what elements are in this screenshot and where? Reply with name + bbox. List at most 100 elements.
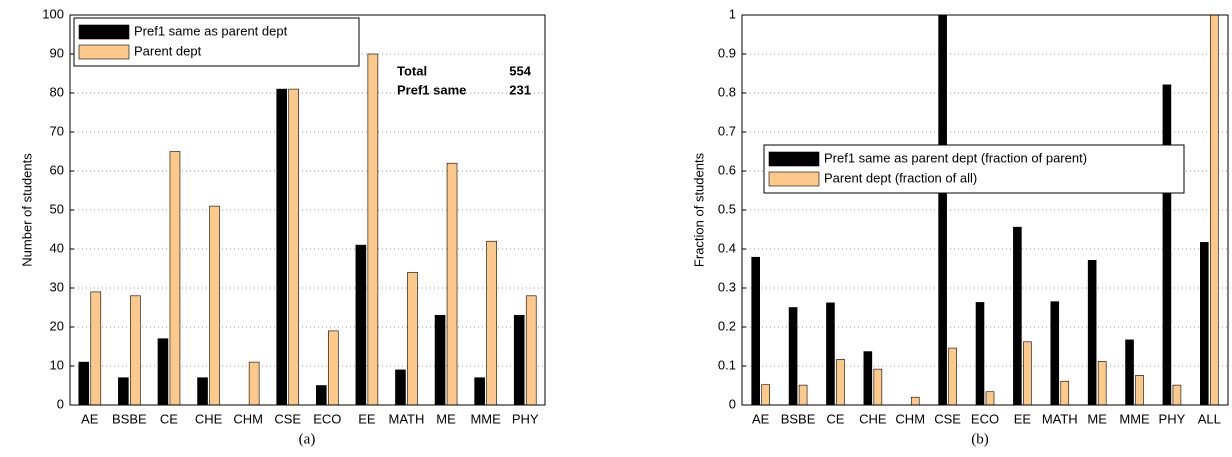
bar — [169, 151, 181, 406]
bar — [761, 384, 770, 406]
bar — [948, 347, 957, 406]
legend-label: Pref1 same as parent dept (fraction of p… — [824, 150, 1087, 165]
bar — [1135, 375, 1144, 406]
caption: (b) — [971, 431, 989, 447]
bar — [486, 240, 497, 406]
y-tick-label: 70 — [50, 123, 64, 138]
bar — [434, 314, 446, 406]
bar — [130, 295, 141, 406]
bar — [446, 162, 458, 406]
bar — [78, 361, 90, 406]
y-tick-label: 0.4 — [718, 240, 736, 255]
bar — [474, 377, 485, 406]
legend-swatch — [78, 24, 130, 40]
y-tick-label: 60 — [50, 162, 64, 177]
annotation-label: Pref1 same — [397, 82, 466, 97]
y-tick-label: 0.3 — [718, 279, 736, 294]
x-tick-label: CE — [826, 411, 844, 426]
annotation-value: 231 — [509, 82, 531, 97]
x-tick-label: AE — [81, 411, 99, 426]
x-tick-label: CE — [160, 411, 178, 426]
x-tick-label: MME — [1119, 411, 1150, 426]
y-tick-label: 0.8 — [718, 84, 736, 99]
y-tick-label: 100 — [42, 6, 64, 21]
legend-label: Parent dept — [134, 43, 202, 58]
y-tick-label: 90 — [50, 45, 64, 60]
bar — [315, 385, 327, 406]
bar — [209, 205, 220, 406]
y-tick-label: 20 — [50, 318, 64, 333]
bar — [288, 88, 300, 406]
legend-swatch — [78, 44, 130, 60]
caption: (a) — [299, 431, 316, 447]
bar — [1172, 384, 1182, 406]
bar — [975, 302, 985, 406]
bar — [1210, 14, 1219, 406]
bar — [367, 53, 379, 406]
bar — [751, 256, 760, 406]
bar — [248, 361, 260, 406]
legend-box — [763, 144, 1185, 194]
annotation-label: Total — [397, 63, 427, 78]
bar — [910, 396, 920, 406]
bar — [873, 368, 883, 406]
bar — [836, 359, 845, 406]
x-tick-label: CSE — [274, 411, 301, 426]
x-tick-label: EE — [358, 411, 376, 426]
x-tick-label: MATH — [1042, 411, 1078, 426]
x-tick-label: EE — [1014, 411, 1032, 426]
bar — [985, 391, 995, 406]
y-tick-label: 0 — [57, 396, 64, 411]
plot-frame — [741, 14, 1229, 406]
bar — [1087, 260, 1097, 406]
x-tick-label: BSBE — [781, 411, 816, 426]
y-tick-label: 0.1 — [718, 357, 736, 372]
bar — [788, 307, 798, 406]
y-axis-label: Fraction of students — [691, 152, 706, 267]
bar — [1097, 361, 1107, 406]
bar — [513, 314, 525, 406]
bar — [1060, 380, 1070, 406]
y-tick-label: 40 — [50, 240, 64, 255]
x-tick-label: ECO — [971, 411, 999, 426]
x-tick-label: AE — [752, 411, 770, 426]
legend-label: Parent dept (fraction of all) — [824, 170, 977, 185]
bar — [355, 244, 367, 406]
y-tick-label: 10 — [50, 357, 64, 372]
x-tick-label: CHE — [195, 411, 223, 426]
bar — [525, 295, 537, 406]
bar — [327, 330, 339, 406]
x-tick-label: PHY — [512, 411, 539, 426]
legend-swatch — [768, 151, 820, 167]
x-tick-label: ECO — [313, 411, 341, 426]
x-tick-label: CSE — [934, 411, 961, 426]
y-tick-label: 0.7 — [718, 123, 736, 138]
bar — [276, 88, 288, 406]
bar — [1050, 301, 1060, 406]
x-tick-label: CHE — [859, 411, 887, 426]
bar — [407, 272, 418, 406]
bar — [1023, 341, 1032, 406]
y-tick-label: 0.5 — [718, 201, 736, 216]
y-tick-label: 0 — [729, 396, 736, 411]
bar — [395, 369, 406, 406]
bar — [826, 302, 835, 406]
bar — [1162, 84, 1172, 406]
plot-frame — [69, 14, 546, 406]
y-tick-label: 0.9 — [718, 45, 736, 60]
bar — [863, 351, 873, 406]
bar — [197, 377, 208, 406]
x-tick-label: MME — [470, 411, 501, 426]
bar — [1125, 339, 1134, 406]
y-tick-label: 1 — [729, 6, 736, 21]
x-tick-label: ME — [436, 411, 456, 426]
x-tick-label: BSBE — [112, 411, 147, 426]
bar — [90, 291, 102, 406]
y-tick-label: 0.2 — [718, 318, 736, 333]
chart: 0 0.1 0.2 0.3 0.4 0.5 0.6 0.7 0.8 0.9 1 AE BSBE CE CHE… — [691, 6, 1229, 447]
bar — [1200, 242, 1209, 406]
y-tick-label: 50 — [50, 201, 64, 216]
bar — [157, 338, 169, 406]
x-tick-label: PHY — [1159, 411, 1186, 426]
